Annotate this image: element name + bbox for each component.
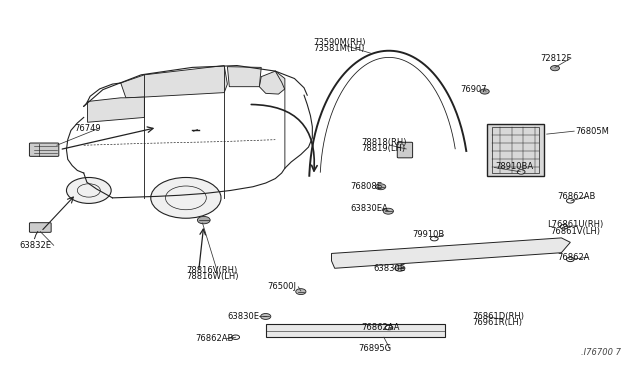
Circle shape [566, 257, 574, 262]
Text: 78819(LH): 78819(LH) [362, 144, 406, 153]
Text: 76961R(LH): 76961R(LH) [472, 318, 522, 327]
FancyBboxPatch shape [29, 223, 51, 232]
Text: 73590M(RH): 73590M(RH) [314, 38, 366, 47]
Text: 76500J: 76500J [268, 282, 296, 291]
FancyBboxPatch shape [397, 142, 413, 158]
Text: 76805M: 76805M [575, 126, 609, 136]
Circle shape [480, 89, 489, 94]
Text: 63830EA: 63830EA [351, 205, 388, 214]
Text: 76862A: 76862A [557, 253, 590, 262]
Text: .I76700 7: .I76700 7 [581, 348, 621, 357]
Text: 63830E: 63830E [373, 264, 405, 273]
Polygon shape [121, 65, 227, 98]
Text: 78818(RH): 78818(RH) [362, 138, 407, 147]
Text: 76808E: 76808E [351, 182, 383, 190]
Text: 76895G: 76895G [358, 344, 392, 353]
Text: L76861U(RH): L76861U(RH) [547, 221, 603, 230]
Circle shape [383, 208, 394, 214]
Text: 76907: 76907 [461, 85, 487, 94]
Polygon shape [227, 67, 261, 87]
Bar [266, 324, 445, 337]
Text: 63832E: 63832E [20, 241, 52, 250]
Text: 76862AA: 76862AA [362, 323, 400, 332]
Text: 78910BA: 78910BA [495, 162, 534, 171]
Polygon shape [88, 97, 145, 122]
Text: 76861V(LH): 76861V(LH) [550, 227, 600, 236]
Polygon shape [259, 71, 285, 94]
Text: 78816W(LH): 78816W(LH) [186, 272, 238, 281]
Circle shape [232, 335, 239, 339]
Text: 63830E: 63830E [227, 312, 259, 321]
Text: 79910B: 79910B [413, 230, 445, 240]
Text: 73581M(LH): 73581M(LH) [314, 44, 365, 53]
Polygon shape [332, 238, 570, 268]
Text: 76749: 76749 [74, 124, 100, 133]
Circle shape [151, 177, 221, 218]
Text: 76861D(RH): 76861D(RH) [472, 312, 524, 321]
Text: 78816V(RH): 78816V(RH) [186, 266, 237, 275]
Bar [492, 127, 539, 173]
Circle shape [260, 314, 271, 320]
Circle shape [517, 170, 525, 174]
Circle shape [560, 225, 568, 229]
FancyBboxPatch shape [29, 143, 59, 156]
Circle shape [67, 177, 111, 203]
Bar [487, 125, 543, 176]
Circle shape [376, 184, 386, 190]
Circle shape [385, 326, 393, 330]
Circle shape [431, 236, 438, 241]
Circle shape [550, 65, 559, 71]
Circle shape [296, 289, 306, 295]
Circle shape [395, 265, 405, 271]
Text: 72812F: 72812F [540, 54, 572, 62]
Circle shape [566, 199, 574, 203]
Text: 76862AB: 76862AB [195, 334, 234, 343]
Circle shape [197, 217, 210, 224]
Text: 76862AB: 76862AB [557, 192, 596, 201]
